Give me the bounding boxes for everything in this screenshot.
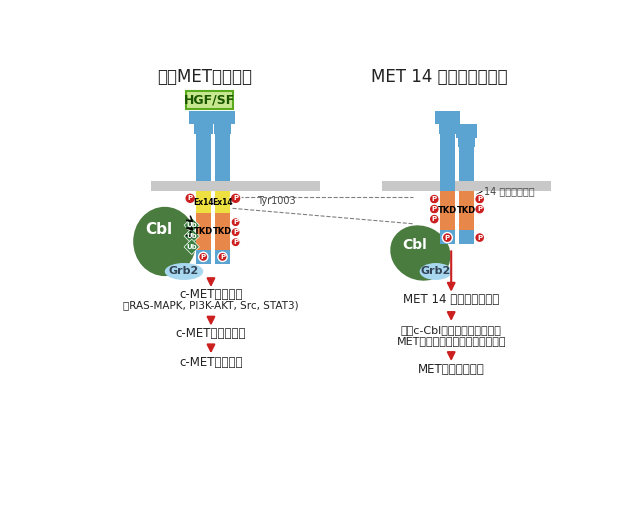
Ellipse shape — [133, 207, 196, 276]
Circle shape — [475, 204, 484, 214]
Text: c-MET受体激活: c-MET受体激活 — [179, 288, 243, 301]
Text: P: P — [477, 196, 483, 202]
Text: TKD: TKD — [438, 206, 457, 215]
Circle shape — [231, 238, 240, 247]
FancyBboxPatch shape — [458, 138, 475, 147]
Text: P: P — [233, 219, 238, 225]
Text: P: P — [432, 206, 437, 212]
Circle shape — [198, 252, 208, 262]
Text: TKD: TKD — [194, 227, 213, 236]
Text: P: P — [188, 195, 193, 201]
Text: TKD: TKD — [457, 206, 476, 215]
Text: P: P — [445, 235, 450, 240]
Text: P: P — [233, 195, 238, 201]
Text: 正常MET信号通路: 正常MET信号通路 — [157, 68, 252, 86]
FancyBboxPatch shape — [440, 191, 455, 230]
FancyBboxPatch shape — [215, 191, 230, 213]
Circle shape — [231, 218, 240, 227]
FancyBboxPatch shape — [196, 250, 211, 264]
Text: 14 外显子跳跃突: 14 外显子跳跃突 — [484, 187, 534, 196]
FancyBboxPatch shape — [215, 134, 230, 181]
FancyBboxPatch shape — [435, 111, 460, 125]
Text: Cbl: Cbl — [145, 222, 172, 237]
Text: P: P — [233, 229, 238, 235]
Circle shape — [442, 233, 452, 242]
Polygon shape — [184, 229, 200, 244]
FancyBboxPatch shape — [459, 191, 474, 230]
FancyBboxPatch shape — [215, 213, 230, 250]
Ellipse shape — [164, 263, 204, 280]
Ellipse shape — [390, 225, 451, 281]
Circle shape — [429, 214, 439, 224]
Circle shape — [185, 193, 196, 204]
FancyBboxPatch shape — [189, 111, 217, 125]
Ellipse shape — [420, 263, 452, 280]
Circle shape — [230, 193, 241, 204]
FancyBboxPatch shape — [439, 125, 456, 134]
FancyBboxPatch shape — [210, 111, 235, 125]
Polygon shape — [184, 239, 200, 254]
FancyBboxPatch shape — [440, 230, 455, 244]
Text: P: P — [432, 216, 437, 222]
Text: Tyr1003: Tyr1003 — [257, 195, 296, 206]
FancyBboxPatch shape — [440, 134, 455, 203]
Circle shape — [231, 227, 240, 237]
Text: Cbl: Cbl — [402, 238, 427, 252]
Text: MET蛋白泛素化障碍及降解率减低: MET蛋白泛素化障碍及降解率减低 — [396, 336, 506, 346]
FancyBboxPatch shape — [459, 230, 474, 244]
Text: Ub: Ub — [186, 222, 197, 229]
Text: Ub: Ub — [186, 244, 197, 250]
Text: c-MET受体内在化: c-MET受体内在化 — [176, 327, 246, 340]
Text: c-MET受体降解: c-MET受体降解 — [179, 356, 243, 369]
Text: MET 14 外显子跳跃突变: MET 14 外显子跳跃突变 — [403, 294, 499, 307]
Polygon shape — [184, 218, 200, 233]
Text: Ex14: Ex14 — [193, 197, 214, 207]
Text: TKD: TKD — [213, 227, 232, 236]
Text: P: P — [220, 254, 225, 260]
Text: P: P — [477, 235, 483, 240]
FancyBboxPatch shape — [459, 147, 474, 181]
Circle shape — [475, 233, 484, 242]
Text: P: P — [432, 196, 437, 202]
FancyBboxPatch shape — [214, 125, 231, 134]
FancyBboxPatch shape — [151, 181, 320, 191]
Text: MET通路持续激活: MET通路持续激活 — [418, 363, 484, 376]
FancyBboxPatch shape — [186, 90, 234, 109]
Text: Ub: Ub — [186, 233, 197, 239]
Text: 含有c-Cbl的近膜结构域缺失，: 含有c-Cbl的近膜结构域缺失， — [401, 325, 502, 335]
Circle shape — [218, 252, 227, 262]
Circle shape — [429, 204, 439, 214]
FancyBboxPatch shape — [382, 181, 551, 191]
Text: Grb2: Grb2 — [169, 266, 199, 277]
Text: Grb2: Grb2 — [420, 266, 451, 277]
Text: P: P — [477, 206, 483, 212]
Text: HGF/SF: HGF/SF — [184, 93, 235, 107]
FancyBboxPatch shape — [196, 191, 211, 213]
Text: （RAS-MAPK, PI3K-AKT, Src, STAT3): （RAS-MAPK, PI3K-AKT, Src, STAT3) — [123, 300, 299, 310]
FancyBboxPatch shape — [196, 134, 211, 181]
Circle shape — [429, 194, 439, 204]
Text: P: P — [201, 254, 206, 260]
FancyBboxPatch shape — [215, 250, 230, 264]
FancyBboxPatch shape — [194, 125, 212, 134]
Text: P: P — [233, 239, 238, 245]
Text: Ex14: Ex14 — [212, 197, 233, 207]
Circle shape — [475, 194, 484, 204]
Text: MET 14 外显子跳跃突变: MET 14 外显子跳跃突变 — [371, 68, 508, 86]
FancyBboxPatch shape — [196, 213, 211, 250]
FancyBboxPatch shape — [456, 124, 477, 138]
